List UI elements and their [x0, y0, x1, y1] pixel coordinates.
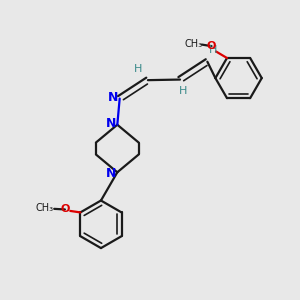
Text: O: O: [207, 41, 216, 51]
Text: CH₃: CH₃: [184, 39, 202, 49]
Text: H: H: [209, 45, 218, 56]
Text: H: H: [134, 64, 142, 74]
Text: CH₃: CH₃: [35, 203, 53, 213]
Text: N: N: [108, 92, 118, 104]
Text: H: H: [179, 86, 187, 96]
Text: N: N: [106, 117, 116, 130]
Text: N: N: [106, 167, 116, 180]
Text: O: O: [60, 204, 70, 214]
